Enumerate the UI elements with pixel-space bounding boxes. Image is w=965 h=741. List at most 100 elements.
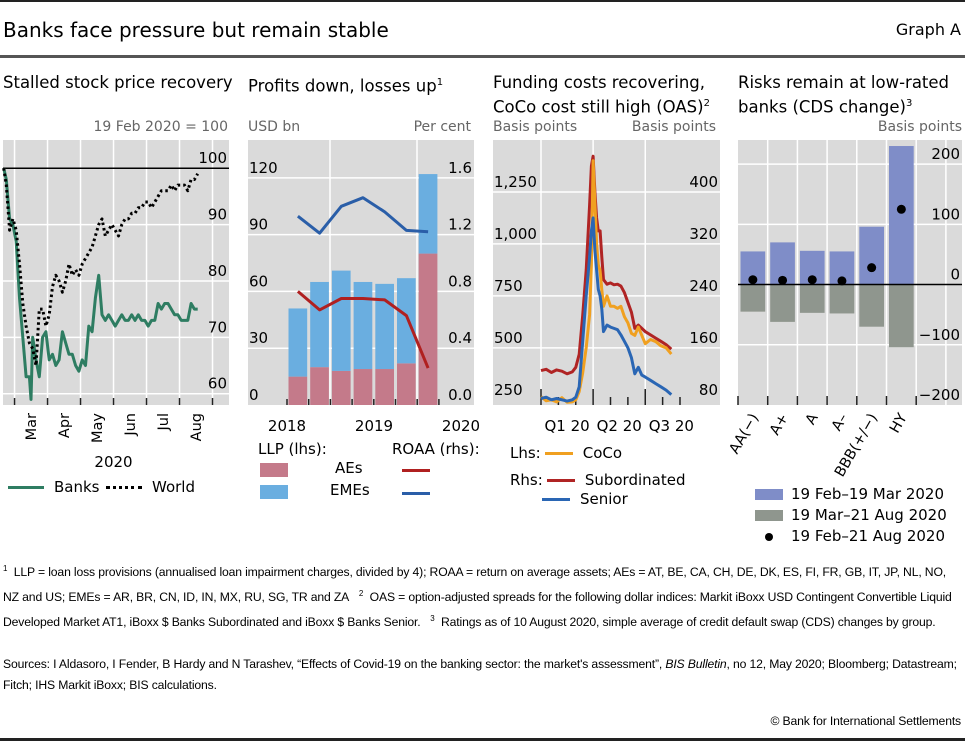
- panel2-bar-emes: [353, 281, 373, 370]
- legend-cds-c-label: 19 Feb–21 Aug 2020: [791, 527, 945, 545]
- panel4-dot-feb-aug: [807, 275, 817, 285]
- panel4-bar-mar-aug: [859, 284, 884, 327]
- panel4-bar-mar-aug: [829, 284, 855, 314]
- legend-aes-line-swatch: [402, 469, 430, 472]
- panel4-bar-mar-aug: [770, 284, 795, 322]
- panel2-bar-aes: [310, 367, 329, 405]
- panel1-year-label: 2020: [94, 453, 132, 471]
- panel2-unit-right: Per cent: [413, 119, 471, 135]
- panel4-dot-feb-aug: [867, 263, 877, 273]
- footnote-3: Ratings as of 10 August 2020, simple ave…: [441, 615, 936, 630]
- footnote-2: OAS = option-adjusted spreads for the fo…: [3, 590, 952, 630]
- legend-cds-b: 19 Mar–21 Aug 2020: [755, 506, 947, 524]
- legend-sub-label: Subordinated: [584, 471, 686, 489]
- panel4-ytick-label: 200: [931, 145, 960, 163]
- legend-emes-line-swatch: [402, 492, 430, 495]
- panel2-bar-aes: [288, 376, 308, 405]
- panel2-ytick-left: 120: [249, 159, 278, 177]
- footnote-3-marker: 3: [430, 614, 435, 624]
- panel3-title-line2: CoCo cost still high (OAS): [493, 97, 704, 117]
- top-rule: [0, 0, 965, 2]
- legend-senior-label: Senior: [580, 490, 628, 508]
- legend-world-label: World: [152, 478, 195, 496]
- panel2-bar-emes: [418, 174, 438, 254]
- panel2-ytick-left: 0: [249, 386, 259, 404]
- panel2-unit-left: USD bn: [248, 119, 301, 135]
- legend-sub: Rhs: Subordinated: [510, 471, 685, 489]
- panel3-unit-right: Basis points: [631, 119, 716, 135]
- panel2-xtick-label: 2018: [268, 417, 306, 435]
- panel2-footnote-ref: 1: [436, 77, 444, 88]
- legend-banks-swatch: [8, 485, 44, 489]
- panel3-ytick-left: 750: [494, 277, 523, 295]
- panel1-title-text: Stalled stock price recovery: [3, 73, 233, 92]
- panel1-ytick-label: 90: [208, 206, 227, 224]
- sources: Sources: I Aldasoro, I Fender, B Hardy a…: [3, 654, 961, 696]
- panel2-bar-aes: [418, 253, 438, 405]
- panel4-title-line2: banks (CDS change): [738, 97, 906, 117]
- panel3-ytick-right: 320: [689, 225, 718, 243]
- panel3-series-senior: [540, 216, 673, 403]
- legend-aes-bar: [260, 463, 288, 477]
- sources-publication: BIS Bulletin: [665, 657, 727, 671]
- panel1-ytick-label: 80: [208, 262, 227, 280]
- panel4-title-line1: Risks remain at low-rated: [738, 73, 950, 92]
- legend-rhs-label: Rhs:: [510, 471, 543, 489]
- panel2-title: Profits down, losses up1: [248, 72, 443, 97]
- legend-aes-line: [402, 469, 440, 472]
- legend-cds-b-swatch: [755, 509, 783, 521]
- legend-llp-heading: LLP (lhs):: [258, 440, 327, 458]
- panel1-unit: 19 Feb 2020 = 100: [93, 119, 228, 135]
- main-title: Banks face pressure but remain stable: [3, 18, 389, 42]
- panel3-series-coco: [540, 159, 673, 404]
- panel4-bar-feb-mar: [889, 146, 914, 285]
- legend-cds-c-swatch: [755, 527, 783, 545]
- panel2-bar-emes: [310, 281, 329, 368]
- panel4-dot-feb-aug: [748, 275, 758, 285]
- panel4-xtick-label: A: [803, 411, 822, 428]
- panel2-xtick-label: 2019: [355, 417, 393, 435]
- legend-world-swatch: [106, 485, 142, 489]
- panel4-xtick-label: A+: [767, 411, 792, 438]
- panel1-title: Stalled stock price recovery: [3, 72, 233, 93]
- legend-emes-bar: [260, 485, 288, 499]
- legend-cds-a: 19 Feb–19 Mar 2020: [755, 485, 944, 503]
- panel1-ytick-label: 60: [208, 375, 227, 393]
- legend-sub-swatch: [546, 478, 575, 482]
- panel3-footnote-ref: 2: [703, 98, 710, 109]
- legend-coco-label: CoCo: [582, 444, 623, 462]
- legend-aes-bar-swatch: [260, 463, 288, 477]
- legend-aes-label: AEs: [335, 459, 363, 477]
- panel3-xtick-label: Q1 20: [544, 417, 589, 435]
- header-rule: [0, 55, 965, 58]
- panel4-bar-mar-aug: [740, 284, 766, 312]
- panel2-bar-aes: [331, 370, 351, 405]
- sources-text-end: , no 12, May 2020; Bloomberg; Datastream…: [3, 657, 957, 692]
- panel1-xtick-label: Mar: [24, 413, 40, 440]
- panel2-bar-emes: [288, 308, 308, 377]
- panel2-roaa-line-emes: [296, 196, 429, 235]
- panel2-ytick-right: 0.4: [448, 329, 472, 347]
- panel4-ytick-label: −200: [919, 386, 960, 404]
- panel4-dot-feb-aug: [896, 204, 906, 214]
- panel4-xtick-label: A–: [829, 411, 851, 434]
- legend-cds-a-label: 19 Feb–19 Mar 2020: [791, 485, 945, 503]
- legend-cds-a-swatch: [755, 488, 783, 500]
- panel2-ytick-right: 1.2: [448, 216, 472, 234]
- panel2-ytick-right: 0.8: [448, 272, 472, 290]
- panel4-ytick-label: 0: [950, 266, 960, 284]
- panel4-dot-feb-aug: [837, 276, 847, 286]
- panel3-plot-area: [493, 140, 720, 405]
- panel3-series-subordinated: [540, 154, 673, 376]
- legend-cds-c: 19 Feb–21 Aug 2020: [755, 527, 945, 545]
- panel3-ytick-right: 160: [689, 329, 718, 347]
- panel4-bar-mar-aug: [889, 284, 914, 348]
- panel3-xtick-label: Q3 20: [649, 417, 694, 435]
- panel1-series-world: [2, 167, 199, 367]
- panel3-ytick-left: 1,250: [494, 173, 537, 191]
- legend-banks: Banks: [8, 478, 100, 496]
- legend-coco-swatch: [544, 451, 573, 455]
- panel2-bar-emes: [375, 283, 394, 370]
- panel2-ytick-left: 90: [249, 216, 268, 234]
